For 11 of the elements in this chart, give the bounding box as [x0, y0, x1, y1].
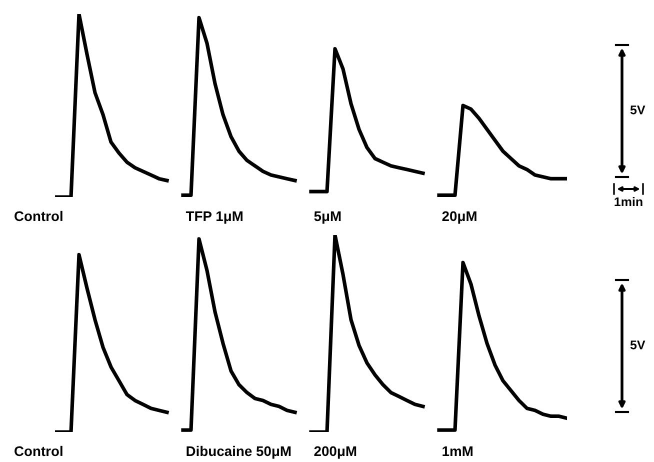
series-label: 200μM [314, 446, 356, 459]
series-label: Control [14, 210, 62, 222]
text: 5V [630, 106, 646, 114]
series-label: TFP 1μM [186, 211, 242, 224]
series-label: Control [14, 446, 62, 456]
series-label: Dibucaine 50μM [186, 446, 291, 459]
text: 1min [614, 197, 642, 206]
series-label: 20μM [442, 211, 476, 224]
text: 5V [630, 340, 646, 350]
series-label: 5μM [314, 211, 341, 224]
series-label: 1mM [442, 446, 472, 456]
